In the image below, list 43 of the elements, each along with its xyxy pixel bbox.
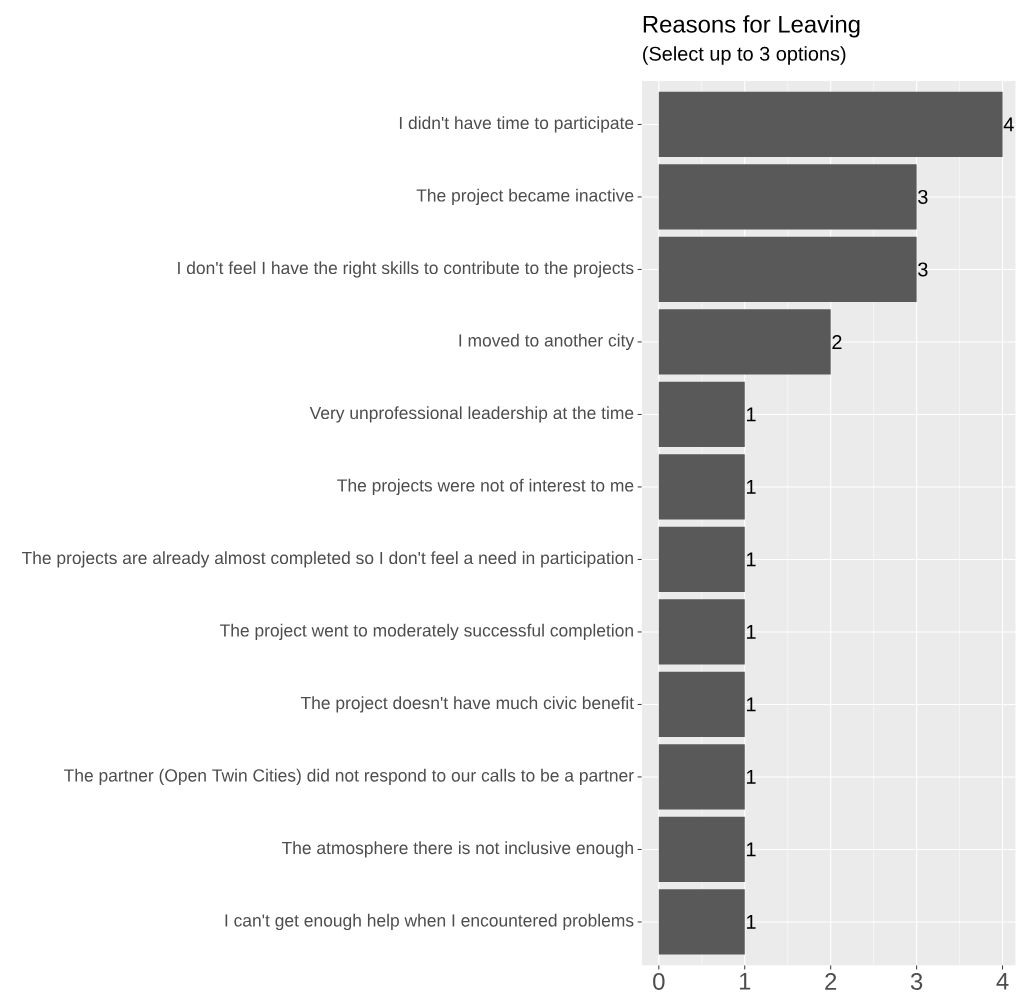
data-label: 1 (746, 624, 756, 639)
bar (658, 454, 745, 520)
data-label: 3 (918, 262, 928, 277)
chart-subtitle: (Select up to 3 options) (643, 45, 846, 65)
data-label: 1 (746, 552, 756, 567)
data-label: 1 (746, 697, 756, 712)
y-tick-label: Very unprofessional leadership at the time (309, 406, 634, 423)
y-tick-label: The projects were not of interest to me (337, 478, 634, 495)
data-label: 1 (746, 842, 756, 857)
bar (658, 671, 745, 737)
bar (658, 526, 745, 592)
data-label: 1 (746, 914, 756, 929)
chart-title: Reasons for Leaving (643, 14, 860, 38)
bar (658, 889, 745, 955)
data-label: 1 (746, 769, 756, 784)
bar (658, 744, 745, 810)
data-label: 1 (746, 479, 756, 494)
y-tick-label: The projects are already almost completed so I don't feel a need in participation (21, 551, 633, 568)
bar (658, 309, 831, 375)
bar (658, 599, 745, 665)
y-tick-label: The atmosphere there is not inclusive enough (281, 841, 633, 858)
data-label: 1 (746, 407, 756, 422)
y-tick-label: I didn't have time to participate (399, 116, 634, 133)
y-tick-label: The partner (Open Twin Cities) did not respond to our calls to be a partner (64, 768, 634, 785)
bar (658, 236, 917, 302)
x-tick-label: 1 (739, 972, 751, 990)
data-label: 3 (918, 189, 928, 204)
y-tick-label: The project went to moderately successful completion (220, 623, 633, 640)
x-tick-label: 3 (910, 972, 923, 990)
bar (658, 164, 917, 230)
bar (658, 91, 1003, 157)
y-tick-label: The project doesn't have much civic benefit (300, 696, 634, 713)
x-tick-label: 2 (825, 972, 837, 990)
x-tick-label: 4 (996, 972, 1009, 990)
data-label: 2 (832, 334, 842, 349)
bar (658, 381, 745, 447)
x-tick-label: 0 (653, 972, 665, 990)
data-label: 4 (1003, 117, 1014, 132)
y-tick-label: I can't get enough help when I encountered problems (225, 913, 634, 930)
bar (658, 816, 745, 882)
y-tick-label: I don't feel I have the right skills to contribute to the projects (178, 261, 634, 278)
y-tick-label: The project became inactive (416, 188, 634, 205)
y-tick-label: I moved to another city (459, 333, 635, 350)
